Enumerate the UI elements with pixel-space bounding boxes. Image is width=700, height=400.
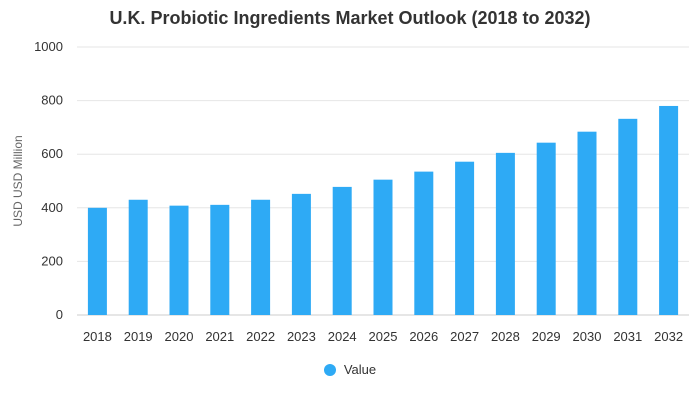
bar-2026[interactable] xyxy=(414,171,434,315)
bar-2019[interactable] xyxy=(128,199,148,315)
x-tick-label: 2030 xyxy=(573,329,602,344)
y-axis-ticks: 0 200 400 600 800 1000 xyxy=(34,39,63,322)
x-tick-label: 2021 xyxy=(205,329,234,344)
bar-2024[interactable] xyxy=(332,186,352,315)
x-tick-label: 2018 xyxy=(83,329,112,344)
legend-swatch xyxy=(323,363,336,376)
x-tick-label: 2020 xyxy=(165,329,194,344)
chart-title: U.K. Probiotic Ingredients Market Outloo… xyxy=(109,8,591,28)
x-tick-label: 2019 xyxy=(124,329,153,344)
legend: Value xyxy=(0,362,700,377)
y-tick-label: 1000 xyxy=(34,39,63,54)
y-tick-label: 800 xyxy=(41,93,63,108)
x-tick-label: 2022 xyxy=(246,329,275,344)
bar-2032[interactable] xyxy=(659,105,679,316)
bar-2018[interactable] xyxy=(87,207,107,315)
bars xyxy=(87,105,679,316)
bar-2027[interactable] xyxy=(455,161,475,315)
x-axis-ticks: 2018 2019 2020 2021 2022 2023 2024 2025 2026 2027… xyxy=(83,329,683,344)
bar-2021[interactable] xyxy=(210,204,230,315)
bar-2022[interactable] xyxy=(251,199,271,315)
legend-label: Value xyxy=(343,362,377,377)
y-tick-label: 400 xyxy=(41,200,63,215)
x-tick-label: 2032 xyxy=(654,329,683,344)
y-tick-label: 0 xyxy=(56,307,63,322)
y-tick-label: 600 xyxy=(41,146,63,161)
x-tick-label: 2025 xyxy=(369,329,398,344)
bar-2031[interactable] xyxy=(618,118,638,315)
x-tick-label: 2026 xyxy=(409,329,438,344)
y-axis-label: USD USD Million xyxy=(11,135,25,226)
x-tick-label: 2024 xyxy=(328,329,357,344)
bar-2023[interactable] xyxy=(291,193,311,315)
x-tick-label: 2027 xyxy=(450,329,479,344)
x-tick-label: 2023 xyxy=(287,329,316,344)
bar-2030[interactable] xyxy=(577,131,597,315)
bar-2028[interactable] xyxy=(495,152,515,315)
bar-2025[interactable] xyxy=(373,179,393,315)
bar-2020[interactable] xyxy=(169,205,189,315)
x-tick-label: 2028 xyxy=(491,329,520,344)
x-tick-label: 2029 xyxy=(532,329,561,344)
bar-2029[interactable] xyxy=(536,142,556,315)
y-tick-label: 200 xyxy=(41,253,63,268)
x-tick-label: 2031 xyxy=(613,329,642,344)
